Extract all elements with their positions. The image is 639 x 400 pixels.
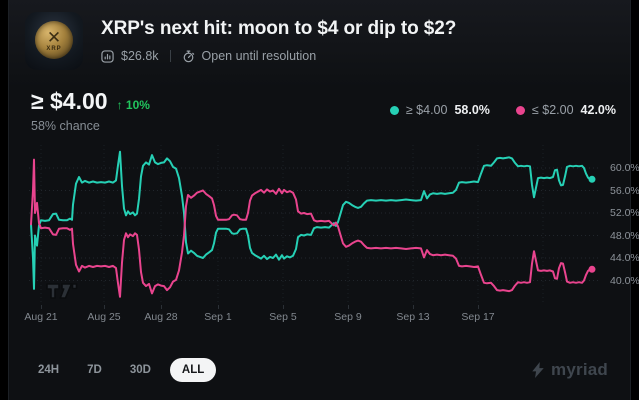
price-chart[interactable]: 60.0% 56.0% 52.0% 48.0% 44.0% 40.0% Aug 21 Aug…: [24, 145, 639, 327]
market-status: Open until resolution: [201, 49, 317, 63]
legend-label: ≥ $4.00: [405, 103, 448, 117]
x-axis-label: Sep 5: [269, 311, 297, 323]
y-axis-label: 48.0%: [610, 229, 639, 242]
market-card: ✕ XRP XRP's next hit: moon to $4 or dip …: [8, 0, 639, 400]
series-line-0: [30, 150, 593, 290]
legend-value: 42.0%: [580, 103, 616, 117]
legend-item-no: ≤ $2.00 42.0%: [515, 103, 616, 117]
myriad-logo[interactable]: myriad: [531, 360, 608, 380]
change-indicator: ↑ 10%: [117, 98, 150, 112]
range-24h-button[interactable]: 24H: [29, 359, 68, 381]
myriad-wordmark: myriad: [551, 360, 608, 379]
xrp-coin-image: ✕ XRP: [35, 21, 73, 59]
meta-divider: [169, 50, 171, 62]
stats-row: ≥ $4.00 ↑ 10% 58% chance ≥ $4.00 58.0% ≤…: [31, 88, 616, 133]
chance-label: 58% chance: [31, 119, 100, 133]
legend-dot-teal: [389, 105, 399, 115]
x-axis-label: Sep 9: [334, 311, 362, 323]
leading-outcome: ≥ $4.00: [31, 88, 108, 114]
range-30d-button[interactable]: 30D: [121, 359, 160, 381]
y-axis-label: 52.0%: [610, 207, 639, 219]
volume-value: $26.8k: [121, 49, 159, 63]
series-endpoint-1: [588, 265, 596, 273]
time-range-selector: 24H 7D 30D ALL: [29, 358, 217, 382]
market-header: ✕ XRP XRP's next hit: moon to $4 or dip …: [25, 12, 456, 70]
x-axis-tick: [348, 305, 349, 309]
legend-dot-pink: [515, 105, 525, 115]
series-endpoint-0: [588, 175, 596, 183]
clock-icon: [182, 50, 195, 63]
change-value: 10%: [125, 98, 150, 112]
y-axis-label: 60.0%: [610, 162, 639, 174]
xrp-x-mark: ✕: [46, 27, 62, 47]
y-axis-label: 56.0%: [610, 184, 639, 197]
legend-item-yes: ≥ $4.00 58.0%: [389, 103, 490, 117]
y-axis-label: 44.0%: [610, 252, 639, 264]
market-avatar: ✕ XRP: [25, 12, 83, 70]
footer: 24H 7D 30D ALL myriad: [29, 356, 608, 384]
legend-label: ≤ $2.00: [531, 103, 574, 117]
x-axis-tick: [104, 305, 105, 309]
x-axis-tick: [283, 305, 284, 309]
x-axis-label: Sep 1: [204, 311, 232, 323]
xrp-coin-label: XRP: [46, 45, 62, 52]
tradingview-watermark: [45, 280, 87, 302]
range-7d-button[interactable]: 7D: [78, 359, 111, 381]
market-title: XRP's next hit: moon to $4 or dip to $2?: [101, 18, 457, 39]
x-axis-tick: [161, 305, 162, 309]
x-axis: Aug 21 Aug 25 Aug 28 Sep 1 Sep 5 Sep 9 Sep 13 S…: [24, 305, 598, 325]
x-axis-label: Aug 21: [24, 311, 58, 323]
chart-canvas[interactable]: [29, 145, 598, 303]
y-axis-label: 40.0%: [610, 274, 639, 287]
leading-outcome-block: ≥ $4.00 ↑ 10% 58% chance: [31, 88, 150, 133]
x-axis-tick: [413, 305, 414, 309]
market-meta: $26.8k Open until resolution: [101, 49, 456, 63]
x-axis-tick: [41, 305, 42, 309]
x-axis-label: Sep 13: [396, 311, 430, 323]
x-axis-tick: [478, 305, 479, 309]
legend-value: 58.0%: [454, 103, 490, 117]
series-line-1: [30, 158, 593, 298]
x-axis-tick: [218, 305, 219, 309]
arrow-up-icon: ↑: [116, 98, 123, 112]
x-axis-label: Aug 28: [144, 311, 178, 323]
volume-icon: [101, 49, 114, 63]
x-axis-label: Aug 25: [87, 311, 121, 323]
myriad-bolt-icon: [531, 362, 545, 378]
x-axis-label: Sep 17: [461, 311, 495, 323]
range-all-button[interactable]: ALL: [169, 358, 217, 382]
header-band: [9, 0, 630, 88]
chart-legend: ≥ $4.00 58.0% ≤ $2.00 42.0%: [389, 103, 616, 117]
